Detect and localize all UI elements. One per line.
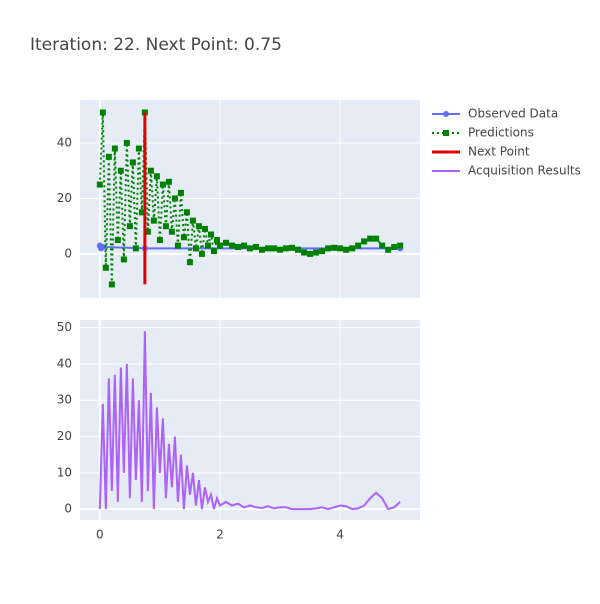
marker xyxy=(147,167,154,174)
y-tick-label: 0 xyxy=(64,246,72,260)
marker xyxy=(301,249,308,256)
series-layer xyxy=(96,109,404,288)
marker xyxy=(129,159,136,166)
marker xyxy=(277,246,284,253)
y-tick-label: 20 xyxy=(57,429,72,443)
marker xyxy=(186,259,193,266)
marker xyxy=(207,231,214,238)
marker xyxy=(201,225,208,232)
marker xyxy=(96,181,103,188)
marker xyxy=(111,145,118,152)
marker xyxy=(355,242,362,249)
marker xyxy=(385,246,392,253)
marker xyxy=(325,245,332,252)
series-line xyxy=(98,331,401,511)
marker xyxy=(117,167,124,174)
marker xyxy=(213,237,220,244)
legend-label: Observed Data xyxy=(468,107,558,121)
marker xyxy=(108,281,115,288)
marker xyxy=(162,223,169,230)
marker xyxy=(99,109,106,116)
marker xyxy=(204,242,211,249)
marker xyxy=(343,246,350,253)
marker xyxy=(367,235,374,242)
marker xyxy=(153,173,160,180)
marker xyxy=(180,234,187,241)
marker xyxy=(120,256,127,263)
marker xyxy=(165,178,172,185)
marker xyxy=(391,243,398,250)
marker xyxy=(397,242,404,249)
chart-title: Iteration: 22. Next Point: 0.75 xyxy=(30,35,282,55)
marker xyxy=(289,244,296,251)
marker xyxy=(168,228,175,235)
legend-label: Predictions xyxy=(468,126,534,140)
marker xyxy=(171,195,178,202)
marker xyxy=(228,242,235,249)
marker xyxy=(259,246,266,253)
marker xyxy=(253,243,260,250)
y-tick-label: 0 xyxy=(64,502,72,516)
marker xyxy=(174,242,181,249)
x-tick-label: 4 xyxy=(336,528,344,542)
marker xyxy=(135,145,142,152)
marker xyxy=(319,248,326,255)
marker xyxy=(195,223,202,230)
plot-area xyxy=(80,320,420,520)
marker xyxy=(123,139,130,146)
marker xyxy=(349,245,356,252)
marker xyxy=(265,245,272,252)
legend-label: Acquisition Results xyxy=(468,164,581,178)
marker xyxy=(313,249,320,256)
y-tick-label: 30 xyxy=(57,393,72,407)
marker xyxy=(222,239,229,246)
marker xyxy=(144,228,151,235)
marker xyxy=(216,242,223,249)
marker xyxy=(247,245,253,252)
marker xyxy=(240,242,247,249)
marker xyxy=(189,217,196,224)
marker xyxy=(283,245,290,252)
marker xyxy=(307,250,314,257)
marker xyxy=(150,217,157,224)
marker xyxy=(234,243,241,250)
marker xyxy=(156,237,163,244)
marker xyxy=(177,189,184,196)
marker xyxy=(295,246,302,253)
marker xyxy=(210,248,217,255)
marker xyxy=(379,242,386,249)
marker xyxy=(198,250,205,257)
marker xyxy=(105,153,112,160)
marker xyxy=(183,209,190,216)
y-tick-label: 40 xyxy=(57,356,72,370)
marker xyxy=(192,245,199,252)
marker xyxy=(132,245,139,252)
series-layer xyxy=(98,331,401,511)
marker xyxy=(138,209,145,216)
x-tick-label: 2 xyxy=(216,528,224,542)
marker xyxy=(159,181,166,188)
y-tick-label: 50 xyxy=(57,320,72,334)
marker xyxy=(102,264,109,271)
marker xyxy=(373,235,380,242)
legend-label: Next Point xyxy=(468,145,530,159)
marker xyxy=(271,245,278,252)
plot-area xyxy=(80,100,420,298)
x-tick-label: 0 xyxy=(96,528,104,542)
marker xyxy=(99,243,106,250)
marker xyxy=(337,245,344,252)
y-tick-label: 20 xyxy=(57,191,72,205)
marker xyxy=(126,223,133,230)
marker xyxy=(361,238,368,245)
marker xyxy=(331,244,338,251)
marker xyxy=(114,237,121,244)
legend-marker xyxy=(443,130,449,136)
y-tick-label: 10 xyxy=(57,465,72,479)
legend-marker xyxy=(443,111,449,117)
y-tick-label: 40 xyxy=(57,135,72,149)
